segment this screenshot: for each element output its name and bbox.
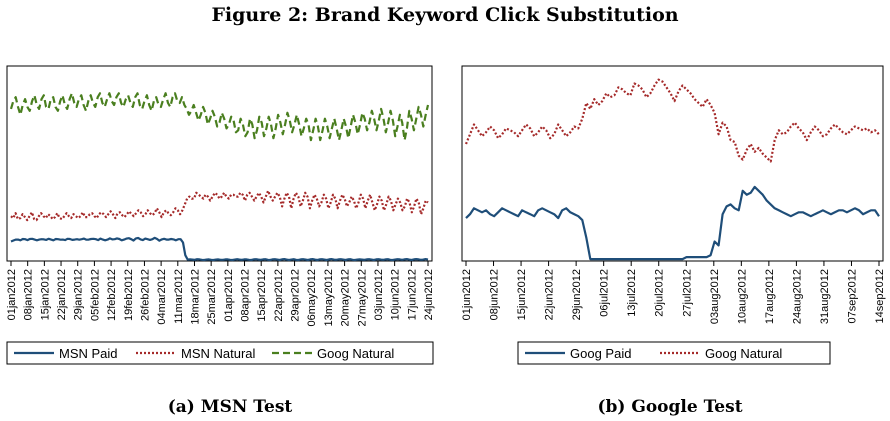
x-tick-label: 15jun2012 [516, 269, 528, 320]
legend-label: MSN Natural [181, 346, 256, 361]
msn-chart: 01jan2012 08jan2012 15jan2012 22jan2012 29ja… [6, 65, 435, 365]
x-tick-label: 06may2012 [306, 269, 318, 327]
series-line-goog-natural [464, 78, 880, 163]
x-tick-label: 22apr2012 [273, 269, 285, 322]
x-tick-label: 01apr2012 [223, 269, 235, 322]
x-tick-label: 24jun2012 [423, 269, 435, 320]
x-tick-label: 26feb2012 [139, 269, 151, 321]
google-caption: (b) Google Test [597, 397, 743, 417]
legend-label: Goog Natural [317, 346, 394, 361]
x-tick-label: 29apr2012 [290, 269, 302, 322]
x-tick-label: 06jul2012 [599, 269, 611, 317]
series-line-goog-paid [465, 185, 880, 261]
x-tick-label: 10jun2012 [390, 269, 402, 320]
x-tick-label: 04mar2012 [156, 269, 168, 325]
x-tick-label: 12feb2012 [106, 269, 118, 321]
series-line-msn-natural [10, 189, 429, 222]
legend-label: Goog Paid [570, 346, 631, 361]
plot-frame [6, 65, 433, 262]
x-tick-label: 27jul2012 [681, 269, 693, 317]
x-tick-label: 01jun2012 [461, 269, 473, 320]
x-tick-label: 31aug2012 [819, 269, 831, 324]
x-tick-label: 17aug2012 [764, 269, 776, 324]
x-tick-label: 08jan2012 [23, 269, 35, 320]
google-chart: 01jun2012 08jun2012 15jun2012 22jun2012 29ju… [461, 65, 886, 365]
legend-label: MSN Paid [59, 346, 118, 361]
x-tick-label: 07sep2012 [846, 269, 858, 323]
x-tick-label: 20may2012 [340, 269, 352, 327]
msn-caption: (a) MSN Test [167, 397, 293, 417]
x-tick-label: 27may2012 [356, 269, 368, 327]
x-tick-label: 11mar2012 [173, 269, 185, 324]
x-tick-label: 20jul2012 [654, 269, 666, 317]
x-tick-label: 18mar2012 [189, 269, 201, 325]
x-tick-label: 05feb2012 [89, 269, 101, 321]
x-tick-label: 29jan2012 [73, 269, 85, 320]
x-tick-label: 24aug2012 [791, 269, 803, 324]
x-tick-label: 13jul2012 [626, 269, 638, 317]
x-tick-label: 03aug2012 [709, 269, 721, 324]
series-line-msn-paid [10, 236, 429, 262]
figure-title: Figure 2: Brand Keyword Click Substituti… [211, 4, 679, 26]
x-tick-label: 08jun2012 [489, 269, 501, 320]
x-tick-label: 29jun2012 [571, 269, 583, 320]
x-tick-label: 17jun2012 [406, 269, 418, 320]
x-tick-label: 25mar2012 [206, 269, 218, 325]
x-tick-label: 10aug2012 [736, 269, 748, 324]
x-tick-label: 15apr2012 [256, 269, 268, 322]
x-tick-label: 22jun2012 [544, 269, 556, 320]
x-tick-label: 01jan2012 [6, 269, 18, 320]
x-tick-label: 03jun2012 [373, 269, 385, 320]
legend-box [6, 341, 434, 365]
x-tick-label: 15jan2012 [39, 269, 51, 320]
x-tick-label: 14sep2012 [874, 269, 886, 323]
x-tick-label: 08apr2012 [240, 269, 252, 322]
legend-label: Goog Natural [705, 346, 782, 361]
x-tick-label: 22jan2012 [56, 269, 68, 320]
series-line-goog-natural [9, 92, 430, 142]
x-tick-label: 19feb2012 [123, 269, 135, 321]
x-tick-label: 13may2012 [323, 269, 335, 327]
